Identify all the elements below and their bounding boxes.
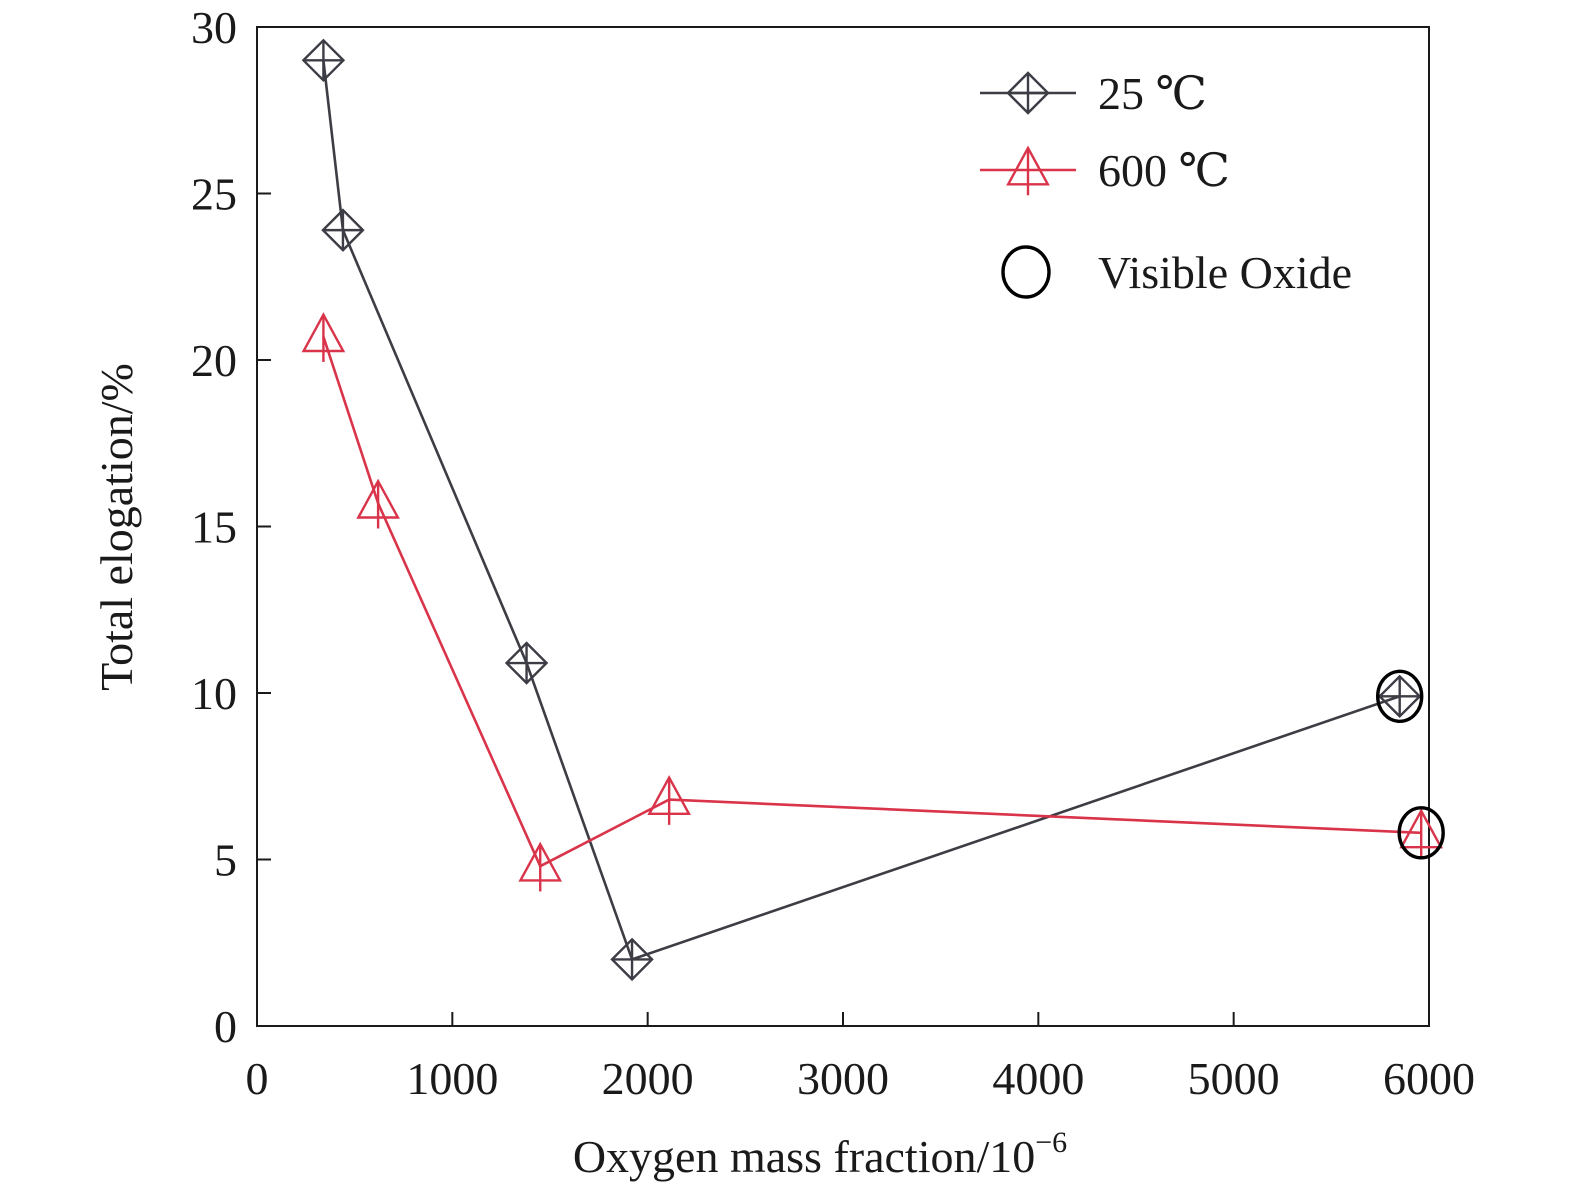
series-2	[301, 312, 1445, 892]
y-tick-label: 10	[191, 668, 237, 719]
x-tick-label: 4000	[992, 1053, 1084, 1104]
series-1	[301, 38, 1424, 982]
y-tick-label: 25	[191, 169, 237, 220]
axis-ticks: 0 1000 2000 3000 4000 5000 6000 0 5 10 15 20 25 30	[191, 2, 1475, 1104]
legend-item-1: 25 ℃	[980, 68, 1207, 119]
legend-item-3: Visible Oxide	[1001, 245, 1352, 299]
series-2-line	[322, 336, 1422, 868]
y-tick-label: 30	[191, 2, 237, 53]
x-tick-label: 3000	[797, 1053, 889, 1104]
y-tick-label: 15	[191, 502, 237, 553]
legend-label: 25 ℃	[1098, 68, 1207, 119]
visible-oxide-circle	[1397, 806, 1445, 860]
x-tick-label: 5000	[1188, 1053, 1280, 1104]
legend-item-2: 600 ℃	[980, 145, 1230, 196]
legend-label: Visible Oxide	[1098, 247, 1352, 298]
x-tick-label: 0	[246, 1053, 269, 1104]
y-axis-title: Total elogation/%	[91, 363, 142, 691]
series-layer	[301, 38, 1445, 982]
x-axis-title: Oxygen mass fraction/10−6	[573, 1126, 1067, 1182]
legend: 25 ℃ 600 ℃ Visible Oxide	[980, 68, 1352, 299]
legend-marker	[1001, 245, 1051, 299]
x-tick-label: 1000	[406, 1053, 498, 1104]
y-tick-label: 0	[214, 1001, 237, 1052]
x-tick-label: 6000	[1383, 1053, 1475, 1104]
y-tick-label: 5	[214, 835, 237, 886]
x-axis-title-text: Oxygen mass fraction/10	[573, 1131, 1035, 1182]
x-axis-title-superscript: −6	[1035, 1126, 1067, 1159]
x-tick-label: 2000	[602, 1053, 694, 1104]
plot-frame	[256, 26, 1430, 1027]
legend-label: 600 ℃	[1098, 145, 1230, 196]
y-tick-label: 20	[191, 335, 237, 386]
visible-oxide-circle	[1375, 669, 1424, 724]
